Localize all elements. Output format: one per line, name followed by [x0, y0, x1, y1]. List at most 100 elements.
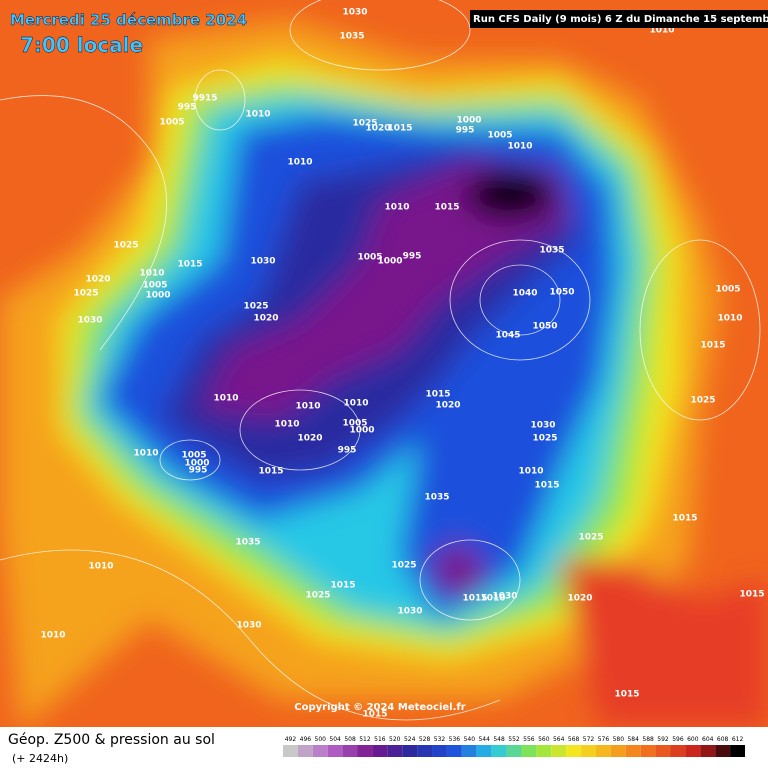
isobar-label: 1050 — [532, 322, 557, 332]
isobar-label: 1010 — [343, 399, 368, 409]
isobar-label: 1020 — [567, 594, 592, 604]
legend-swatch — [402, 745, 418, 757]
isobar-label: 1010 — [245, 110, 270, 120]
legend-swatch — [432, 745, 447, 757]
legend-swatch — [715, 745, 731, 757]
isobar-label: 1025 — [690, 396, 715, 406]
isobar-label: 1010 — [507, 142, 532, 152]
legend-label: 612 — [732, 736, 744, 743]
legend-label: 588 — [642, 736, 654, 743]
isobar-label: 1000 — [456, 116, 481, 126]
isobar-label: 1015 — [362, 710, 387, 720]
isobar-label: 1010 — [480, 594, 505, 604]
isobar-label: 1000 — [145, 291, 170, 301]
isobar-label: 1030 — [77, 316, 102, 326]
copyright: Copyright © 2024 Meteociel.fr — [294, 702, 465, 713]
legend-swatch — [610, 745, 626, 757]
legend-label: 500 — [315, 736, 327, 743]
isobar-label: 1015 — [614, 690, 639, 700]
isobar-label: 1025 — [243, 302, 268, 312]
legend-label: 540 — [464, 736, 476, 743]
isobar-label: 1020 — [253, 314, 278, 324]
legend-swatch — [730, 745, 745, 757]
isobar-label: 1035 — [539, 246, 564, 256]
isobar-label: 1010 — [287, 158, 312, 168]
isobar-label: 1025 — [73, 289, 98, 299]
isobar-label: 1005 — [159, 118, 184, 128]
isobar-label: 1035 — [339, 32, 364, 42]
run-info: Run CFS Daily (9 mois) 6 Z du Dimanche 1… — [473, 14, 768, 25]
footer-lead: (+ 2424h) — [12, 752, 68, 765]
isobar-label: 1025 — [113, 241, 138, 251]
legend-label: 492 — [285, 736, 297, 743]
isobar-label: 9915 — [192, 94, 217, 104]
isobar-label: 1045 — [495, 331, 520, 341]
legend-label: 556 — [523, 736, 535, 743]
legend-label: 596 — [672, 736, 684, 743]
legend-label: 608 — [717, 736, 729, 743]
legend-label: 536 — [449, 736, 461, 743]
isobar-label: 1030 — [492, 592, 517, 602]
legend-swatch — [342, 745, 358, 757]
legend-swatch — [655, 745, 671, 757]
legend-label: 544 — [478, 736, 490, 743]
legend-swatch — [536, 745, 552, 757]
legend-label: 576 — [598, 736, 610, 743]
legend-label: 568 — [568, 736, 580, 743]
isobars — [0, 0, 761, 721]
isobar-label: 1000 — [184, 459, 209, 469]
legend-label: 552 — [508, 736, 520, 743]
isobar-label: 1015 — [739, 590, 764, 600]
footer-title: Géop. Z500 & pression au sol — [8, 732, 215, 748]
legend-swatch — [297, 745, 313, 757]
isobar-label: 1010 — [295, 402, 320, 412]
legend-label: 604 — [702, 736, 714, 743]
isobar-label: 995 — [189, 466, 208, 476]
isobar-label: 995 — [403, 252, 422, 262]
legend-label: 524 — [404, 736, 416, 743]
isobar-labels: 1030103510109915995100510101025102010151… — [40, 8, 764, 720]
isobar-label: 1035 — [424, 493, 449, 503]
isobar-label: 1005 — [487, 131, 512, 141]
legend-swatch — [491, 745, 507, 757]
isobar-label: 1010 — [717, 314, 742, 324]
legend-swatch — [551, 745, 567, 757]
isobar-label: 1015 — [387, 124, 412, 134]
legend-label: 516 — [374, 736, 386, 743]
isobar-label: 1015 — [672, 514, 697, 524]
isobar-label: 1030 — [236, 621, 261, 631]
isobar-label: 1010 — [40, 631, 65, 641]
isobar-label: 1005 — [342, 419, 367, 429]
isobar-label: 1000 — [349, 426, 374, 436]
legend-label: 592 — [657, 736, 669, 743]
isobar-label: 1015 — [434, 203, 459, 213]
legend-swatch — [312, 745, 328, 757]
isobar-label: 1005 — [181, 451, 206, 461]
isobar-label: 1010 — [213, 394, 238, 404]
run-box — [470, 10, 768, 28]
legend-label: 532 — [434, 736, 446, 743]
legend-swatch — [685, 745, 701, 757]
isobar-label: 995 — [178, 103, 197, 113]
isobar-label: 1010 — [518, 467, 543, 477]
legend-swatch — [595, 745, 611, 757]
date: Mercredi 25 décembre 2024 — [10, 11, 247, 29]
isobar-label: 1010 — [88, 562, 113, 572]
legend-swatch — [566, 745, 582, 757]
isobar-label: 1005 — [715, 285, 740, 295]
legend-swatch — [476, 745, 492, 757]
isobar-label: 995 — [338, 446, 357, 456]
isobar-label: 1010 — [133, 449, 158, 459]
isobar-label: 1050 — [549, 288, 574, 298]
isobar-label: 1010 — [139, 269, 164, 279]
legend-swatch — [283, 745, 298, 757]
time: 7:00 locale — [20, 33, 143, 57]
isobar-label: 995 — [456, 126, 475, 136]
isobar-label: 1015 — [177, 260, 202, 270]
isobar-label: 1030 — [342, 8, 367, 18]
legend-swatch — [625, 745, 641, 757]
legend-swatch — [357, 745, 373, 757]
legend-swatch — [461, 745, 477, 757]
legend-swatch — [506, 745, 522, 757]
